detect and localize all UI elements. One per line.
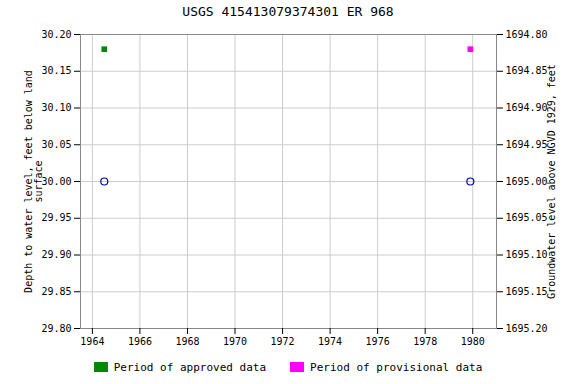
html-text:Period of approved data: Period of approved data (113, 360, 267, 374)
html-text:Period of provisional data: Period of provisional data (310, 360, 483, 374)
svg-text:Groundwater level above NGVD 1: Groundwater level above NGVD 1929, feet (546, 64, 557, 299)
svg-text:1694.90: 1694.90 (506, 102, 548, 113)
svg-text:29.80: 29.80 (41, 323, 71, 334)
svg-text:30.05: 30.05 (41, 139, 71, 150)
svg-text:30.10: 30.10 (41, 102, 71, 113)
svg-text:30.20: 30.20 (41, 29, 71, 40)
svg-text:1974: 1974 (318, 336, 342, 347)
svg-text:29.95: 29.95 (41, 212, 71, 223)
svg-text:1695.20: 1695.20 (506, 323, 548, 334)
svg-text:1695.10: 1695.10 (506, 249, 548, 260)
svg-text:1695.00: 1695.00 (506, 176, 548, 187)
svg-text:1695.05: 1695.05 (506, 212, 548, 223)
svg-text:1978: 1978 (413, 336, 437, 347)
html-text:USGS 415413079374301 ER 968: USGS 415413079374301 ER 968 (182, 4, 394, 19)
svg-text:1976: 1976 (366, 336, 390, 347)
svg-text:30.15: 30.15 (41, 65, 71, 76)
svg-text:1694.80: 1694.80 (506, 29, 548, 40)
svg-text:1968: 1968 (175, 336, 199, 347)
svg-text:1695.15: 1695.15 (506, 286, 548, 297)
svg-text:29.85: 29.85 (41, 286, 71, 297)
svg-text:Depth to water level, feet bel: Depth to water level, feet below landsur… (23, 70, 44, 293)
svg-text:1980: 1980 (461, 336, 485, 347)
svg-text:1694.95: 1694.95 (506, 139, 548, 150)
svg-text:1966: 1966 (128, 336, 152, 347)
svg-text:29.90: 29.90 (41, 249, 71, 260)
svg-text:1964: 1964 (80, 336, 104, 347)
svg-text:1970: 1970 (223, 336, 247, 347)
svg-text:1972: 1972 (271, 336, 295, 347)
svg-text:1694.85: 1694.85 (506, 65, 548, 76)
svg-text:30.00: 30.00 (41, 176, 71, 187)
